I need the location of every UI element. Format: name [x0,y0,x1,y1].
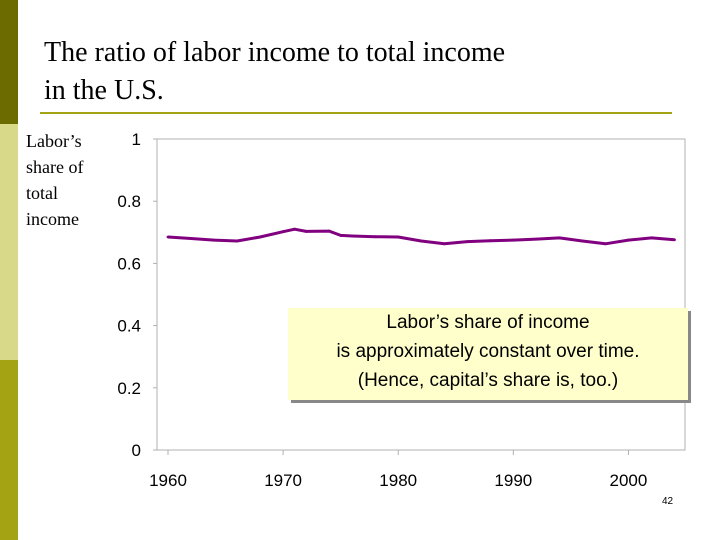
callout-line-2: is approximately constant over time. [336,341,640,362]
data-point [339,234,343,237]
data-point [534,237,538,241]
data-point [511,238,515,242]
y-label-line: share of [26,157,84,177]
y-tick-label: 0.6 [117,254,141,273]
y-tick-label: 0.2 [117,379,141,398]
data-point [281,230,285,234]
data-point [327,229,331,233]
plot-area [156,138,686,451]
x-tick-label: 2000 [610,471,648,490]
y-tick-label: 0 [132,441,141,460]
data-point [442,242,446,246]
data-point [212,238,216,242]
y-axis-label: Labor’s share of total income [26,128,106,232]
data-point [304,229,308,233]
data-point [396,235,400,239]
y-label-line: income [26,209,79,229]
data-point [166,235,170,239]
y-label-line: total [26,183,58,203]
data-point [350,234,354,238]
side-bar-bottom [0,360,18,540]
data-point [373,235,377,239]
data-point [581,239,584,243]
data-point [235,239,239,243]
data-point [673,238,676,242]
side-bar-middle [0,124,18,360]
callout-line-3: (Hence, capital’s share is, too.) [357,370,619,391]
callout-line-1: Labor’s share of income [386,312,590,333]
side-bar-top [0,0,18,124]
y-label-line: Labor’s [26,131,82,151]
data-point [557,236,561,240]
y-tick-label: 1 [132,130,141,149]
data-point [293,227,297,231]
x-tick-label: 1970 [264,471,302,490]
slide-title: The ratio of labor income to total incom… [44,34,664,110]
y-tick-label: 0.4 [117,317,141,336]
data-point [189,237,193,240]
title-divider [40,112,672,114]
data-point [258,235,262,239]
callout-box: Labor’s share of income is approximately… [288,308,688,400]
data-point [488,239,492,243]
data-point [419,239,423,243]
x-tick-label: 1980 [379,471,417,490]
data-point [627,238,630,242]
page-number: 42 [662,496,674,507]
title-line-1: The ratio of labor income to total incom… [44,37,506,68]
x-tick-label: 1990 [494,471,532,490]
data-point [650,236,653,240]
data-point [604,242,607,246]
title-line-2: in the U.S. [44,75,164,106]
data-point [465,240,469,244]
x-tick-label: 1960 [149,471,187,490]
y-tick-label: 0.8 [117,192,141,211]
